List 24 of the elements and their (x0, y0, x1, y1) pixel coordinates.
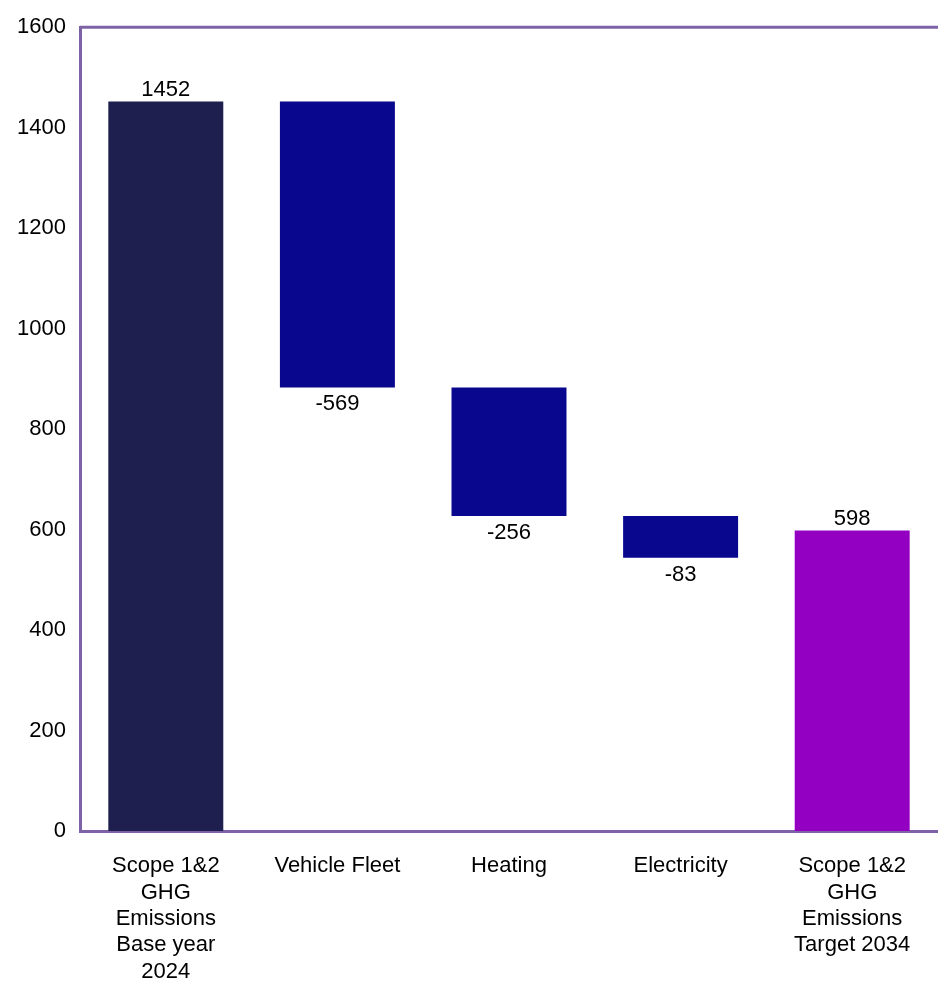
x-tick-label: Scope 1&2 GHG Emissions Base year 2024 (111, 852, 220, 983)
data-label: -83 (664, 560, 697, 586)
bar (279, 101, 395, 388)
bar (623, 516, 739, 558)
y-tick-label: 1200 (17, 214, 66, 240)
data-label: 598 (833, 504, 871, 530)
y-tick-label: 200 (29, 716, 66, 742)
x-tick-label: Heating (471, 852, 547, 878)
y-tick-label: 1400 (17, 113, 66, 139)
x-tick-label: Electricity (633, 852, 728, 878)
y-tick-label: 0 (53, 817, 66, 843)
bar (108, 101, 224, 831)
x-tick-label: Vehicle Fleet (274, 852, 401, 878)
y-tick-label: 1600 (17, 13, 66, 39)
x-tick-label: Scope 1&2 GHG Emissions Target 2034 (794, 852, 911, 957)
y-tick-label: 800 (29, 415, 66, 441)
bar (451, 387, 567, 517)
bar (794, 530, 910, 831)
y-tick-label: 600 (29, 515, 66, 541)
y-tick-label: 400 (29, 616, 66, 642)
data-label: -569 (315, 390, 360, 416)
data-label: -256 (486, 519, 532, 545)
data-label: 1452 (141, 75, 191, 101)
y-tick-label: 1000 (17, 314, 66, 340)
